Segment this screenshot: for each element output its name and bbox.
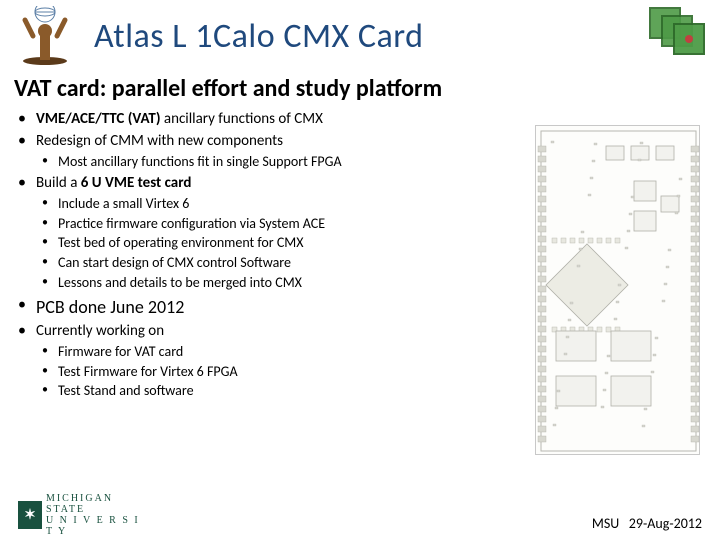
slide-title: Atlas L 1Calo CMX Card [94, 16, 424, 57]
slide-header: Atlas L 1Calo CMX Card [0, 0, 720, 72]
pcb-diagram [535, 125, 700, 455]
bullet-item: PCB done June 2012 [14, 295, 519, 319]
slide-footer: ✶ MICHIGAN STATE U N I V E R S I T Y MSU… [0, 498, 720, 532]
bullet-text: PCB done June 2012 [36, 296, 184, 318]
msu-logo-icon: ✶ MICHIGAN STATE U N I V E R S I T Y [18, 498, 148, 532]
bullet-text: Build a 6 U VME test card [36, 174, 191, 192]
bullet-text: Currently working on [36, 322, 164, 340]
slide-subtitle: VAT card: parallel effort and study plat… [0, 72, 720, 109]
sub-bullet-item: Most ancillary functions fit in single S… [36, 153, 519, 172]
sub-bullet-list: Include a small Virtex 6 Practice firmwar… [36, 195, 519, 293]
sub-bullet-text: Can start design of CMX control Software [58, 254, 291, 271]
footer-org: MSU [592, 515, 619, 532]
footer-date: 29-Aug-2012 [629, 515, 702, 532]
sub-bullet-item: Test bed of operating environment for CM… [36, 234, 519, 253]
bullet-text: Redesign of CMM with new components [36, 132, 283, 150]
sub-bullet-text: Test Stand and software [58, 382, 194, 399]
sub-bullet-item: Can start design of CMX control Software [36, 254, 519, 273]
grid-squares-icon [648, 6, 706, 62]
bullet-item: Currently working on Firmware for VAT car… [14, 321, 519, 401]
footer-meta: MSU 29-Aug-2012 [592, 515, 702, 532]
sub-bullet-item: Test Stand and software [36, 382, 519, 401]
sub-bullet-item: Practice firmware configuration via Syst… [36, 215, 519, 234]
sub-bullet-text: Firmware for VAT card [58, 343, 183, 360]
sub-bullet-text: Practice firmware configuration via Syst… [58, 215, 325, 232]
bullet-text: VME/ACE/TTC (VAT) ancillary functions of… [36, 110, 323, 128]
sub-bullet-item: Include a small Virtex 6 [36, 195, 519, 214]
atlas-logo-icon [14, 6, 76, 66]
sub-bullet-item: Firmware for VAT card [36, 343, 519, 362]
msu-logo-line2: U N I V E R S I T Y [46, 515, 148, 537]
sub-bullet-text: Test Firmware for Virtex 6 FPGA [58, 363, 238, 380]
sub-bullet-item: Lessons and details to be merged into CM… [36, 274, 519, 293]
bullet-list: VME/ACE/TTC (VAT) ancillary functions of… [14, 109, 519, 401]
sub-bullet-text: Most ancillary functions fit in single S… [58, 153, 342, 170]
sub-bullet-text: Lessons and details to be merged into CM… [58, 274, 302, 291]
sub-bullet-list: Most ancillary functions fit in single S… [36, 153, 519, 172]
sub-bullet-text: Include a small Virtex 6 [58, 195, 189, 212]
sub-bullet-item: Test Firmware for Virtex 6 FPGA [36, 363, 519, 382]
msu-logo-badge: ✶ [18, 501, 42, 529]
sub-bullet-list: Firmware for VAT card Test Firmware for V… [36, 343, 519, 402]
sub-bullet-text: Test bed of operating environment for CM… [58, 234, 304, 251]
msu-logo-line1: MICHIGAN STATE [46, 493, 148, 515]
bullet-item: VME/ACE/TTC (VAT) ancillary functions of… [14, 109, 519, 129]
msu-logo-text: MICHIGAN STATE U N I V E R S I T Y [46, 493, 148, 537]
bullet-item: Redesign of CMM with new components Most … [14, 131, 519, 171]
bullet-item: Build a 6 U VME test card Include a small… [14, 173, 519, 293]
